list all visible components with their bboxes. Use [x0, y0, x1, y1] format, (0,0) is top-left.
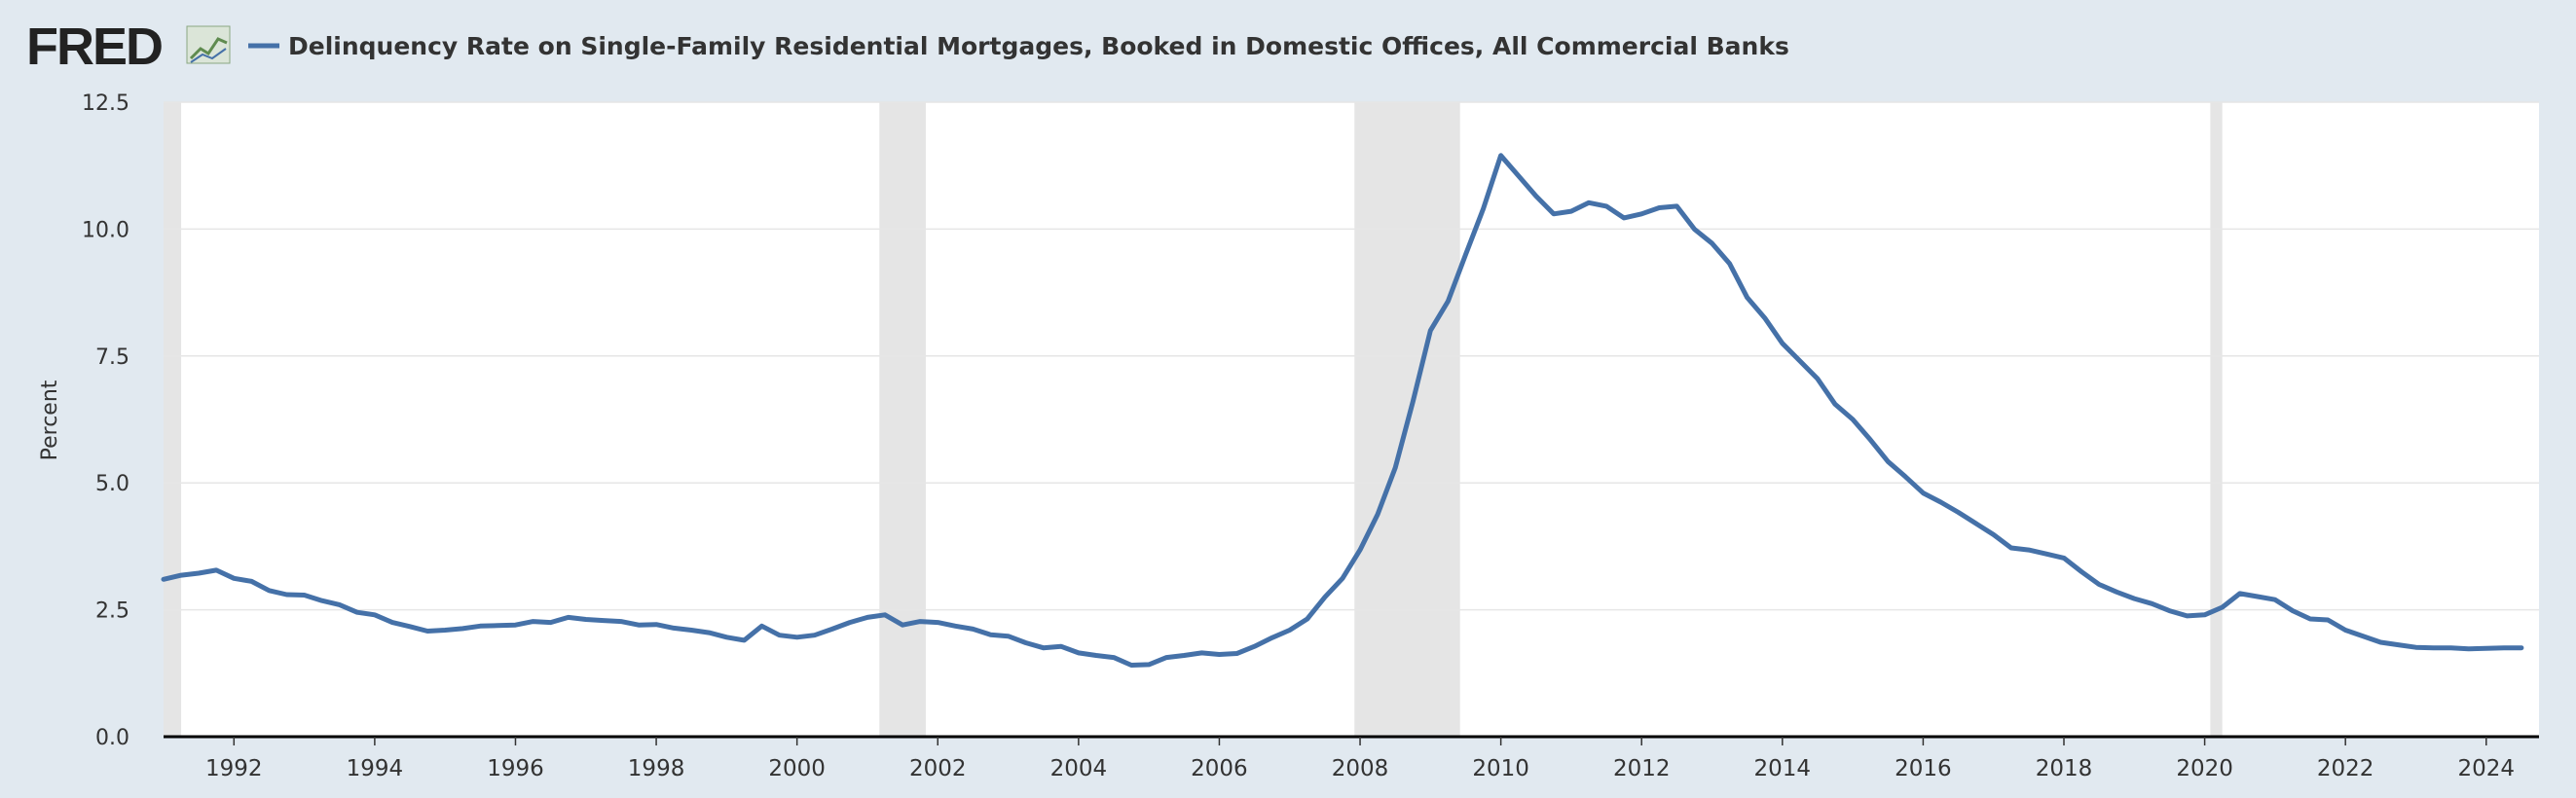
y-tick-label: 12.5	[82, 91, 129, 116]
recession-band-3	[2210, 102, 2223, 737]
fred-logo[interactable]: FRED	[26, 18, 231, 76]
x-tick-label: 1996	[487, 756, 544, 781]
gridlines	[164, 101, 2539, 611]
x-tick-label: 2016	[1895, 756, 1952, 781]
fred-chart-icon	[186, 25, 231, 64]
y-tick-label: 0.0	[95, 726, 129, 750]
x-tick-label: 2022	[2317, 756, 2374, 781]
x-tick-label: 2008	[1332, 756, 1389, 781]
y-tick-label: 7.5	[95, 345, 129, 370]
x-tick-labels: 1992 1994 1996 1998 2000 2002 2004 2006 2008 2010…	[205, 756, 2515, 781]
x-tick-label: 2012	[1613, 756, 1671, 781]
y-tick-label: 2.5	[95, 599, 129, 624]
legend: Delinquency Rate on Single-Family Reside…	[248, 32, 1789, 60]
legend-series-label: Delinquency Rate on Single-Family Reside…	[288, 32, 1789, 60]
y-tick-label: 5.0	[95, 472, 129, 496]
recession-band-0	[164, 102, 182, 737]
recession-band-1	[879, 102, 926, 737]
x-tick-label: 1992	[205, 756, 263, 781]
plot-area	[164, 102, 2539, 737]
recession-shading	[164, 102, 2223, 737]
x-tick-label: 2018	[2036, 756, 2093, 781]
x-tick-label: 2006	[1191, 756, 1248, 781]
x-tick-label: 2014	[1754, 756, 1812, 781]
x-tick-label: 2004	[1050, 756, 1108, 781]
series-line-0	[161, 153, 2524, 668]
y-tick-labels: 0.0 2.5 5.0 7.5 10.0 12.5	[82, 91, 129, 750]
x-tick-label: 2020	[2176, 756, 2233, 781]
x-tick-label: 1998	[628, 756, 685, 781]
y-tick-label: 10.0	[82, 218, 129, 242]
y-axis-label: Percent	[38, 380, 62, 460]
x-tick-label: 1994	[347, 756, 404, 781]
axes	[164, 735, 2539, 745]
x-tick-label: 2000	[768, 756, 826, 781]
series-layer	[161, 153, 2524, 668]
logo-text: FRED	[26, 18, 162, 76]
x-tick-label: 2010	[1472, 756, 1529, 781]
x-tick-label: 2002	[909, 756, 967, 781]
x-tick-label: 2024	[2458, 756, 2516, 781]
